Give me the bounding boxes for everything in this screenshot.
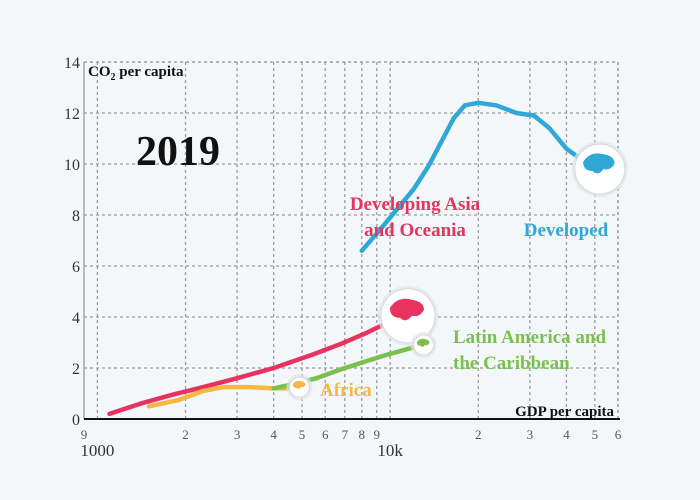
x-tick-label: 4 — [563, 427, 570, 442]
y-tick-label: 8 — [72, 208, 80, 225]
x-tick-label: 7 — [342, 427, 349, 442]
y-tick-label: 0 — [72, 412, 80, 429]
x-tick-label: 9 — [374, 427, 381, 442]
x-tick-label: 5 — [299, 427, 306, 442]
series-line-developed — [359, 100, 603, 253]
globe-marker-developed — [571, 141, 628, 198]
region-label-developed: Developed — [524, 220, 609, 241]
region-label-line: and Oceania — [364, 220, 466, 241]
x-tick-label: 3 — [527, 427, 534, 442]
x-tick-label: 2 — [475, 427, 482, 442]
y-tick-label: 6 — [72, 259, 80, 276]
marker-layer — [286, 141, 628, 401]
x-tick-label: 8 — [359, 427, 366, 442]
region-label-latin-america-and-the-caribbean: Latin America and the Caribbean — [453, 327, 606, 374]
x-tick-label: 6 — [322, 427, 329, 442]
x-tick-label-major: 1000 — [80, 441, 114, 460]
x-axis-title: GDP per capita — [515, 404, 614, 420]
x-tick-label: 4 — [270, 427, 277, 442]
region-label-line: Africa — [320, 380, 372, 401]
y-tick-label: 12 — [64, 106, 80, 123]
y-axis-title-rest: per capita — [116, 64, 185, 80]
globe-marker-africa — [286, 374, 313, 401]
globe-marker-developing-asia-and-oceania — [377, 285, 438, 346]
globe-continent-shape — [389, 298, 424, 321]
globe-marker-latin-america-and-the-caribbean — [410, 332, 437, 359]
globe-continent-shape — [416, 338, 430, 347]
grid-layer — [83, 61, 619, 419]
y-axis-title-sub: 2 — [111, 72, 116, 83]
y-axis-title-main: CO — [88, 64, 111, 80]
x-tick-label: 6 — [615, 427, 622, 442]
region-label-africa: Africa — [320, 380, 372, 401]
x-tick-label-major: 10k — [377, 441, 403, 460]
globe-continent-shape — [292, 380, 306, 389]
y-axis-title: CO2 per capita — [88, 64, 184, 83]
region-label-developing-asia-and-oceania: Developing Asia and Oceania — [350, 194, 481, 241]
y-tick-label: 14 — [64, 55, 80, 72]
y-tick-label: 4 — [72, 310, 80, 327]
x-tick-label: 2 — [182, 427, 189, 442]
series-line-developing-asia-and-oceania — [107, 313, 411, 417]
region-label-line: the Caribbean — [453, 353, 570, 374]
globe-continent-shape — [583, 153, 615, 174]
x-tick-label: 3 — [234, 427, 241, 442]
y-tick-label: 10 — [64, 157, 80, 174]
region-label-line: Developing Asia — [350, 194, 481, 215]
year-label: 2019 — [136, 129, 220, 175]
x-tick-label: 9 — [81, 427, 88, 442]
region-label-line: Latin America and — [453, 327, 606, 348]
region-label-line: Developed — [524, 220, 609, 241]
label-layer: Developing Asia and Oceania Africa Latin Am… — [320, 194, 609, 401]
x-tick-label: 5 — [592, 427, 599, 442]
y-tick-label: 2 — [72, 361, 80, 378]
